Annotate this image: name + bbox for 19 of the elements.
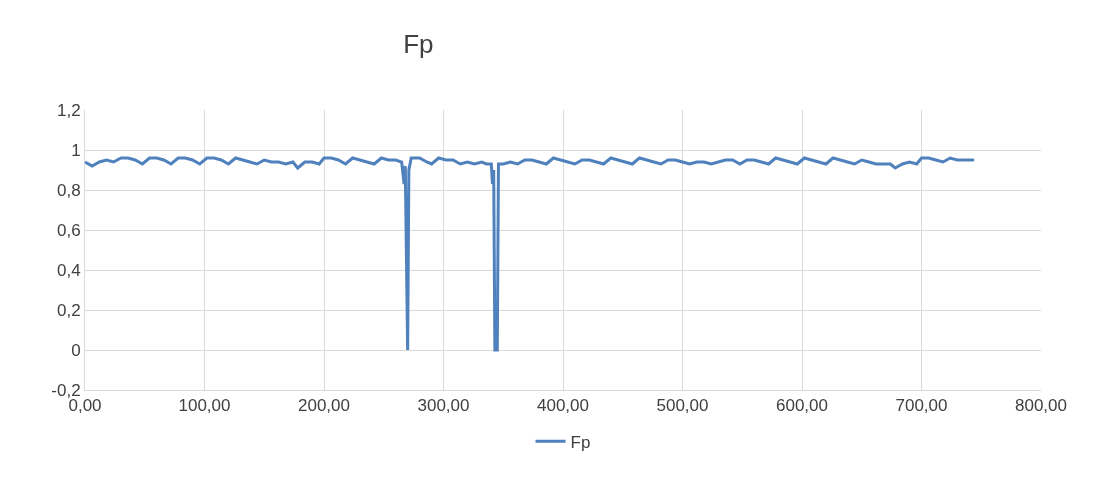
x-tick-label: 500,00 [656, 396, 709, 416]
y-tick-label: 1,2 [56, 100, 81, 120]
x-tick-label: 800,00 [1015, 396, 1067, 416]
y-tick-label: 0,4 [56, 260, 81, 280]
y-tick-label: 0,8 [56, 180, 81, 200]
x-tick-label: 200,00 [298, 396, 350, 416]
x-tick-label: 700,00 [895, 396, 948, 416]
x-tick-label: 400,00 [537, 396, 589, 416]
line-series [85, 156, 976, 352]
y-tick-label: 1 [71, 140, 81, 160]
x-tick-label: 100,00 [178, 396, 231, 416]
y-tick-label: 0 [71, 340, 81, 360]
y-tick-label: 0,2 [56, 300, 81, 320]
x-tick-label: 300,00 [417, 396, 470, 416]
y-tick-label: 0,6 [56, 220, 81, 240]
chart-title: Fp [403, 29, 434, 60]
y-tick-label: -0,2 [51, 380, 81, 400]
legend-label: Fp [570, 432, 591, 452]
x-tick-label: 600,00 [776, 396, 828, 416]
